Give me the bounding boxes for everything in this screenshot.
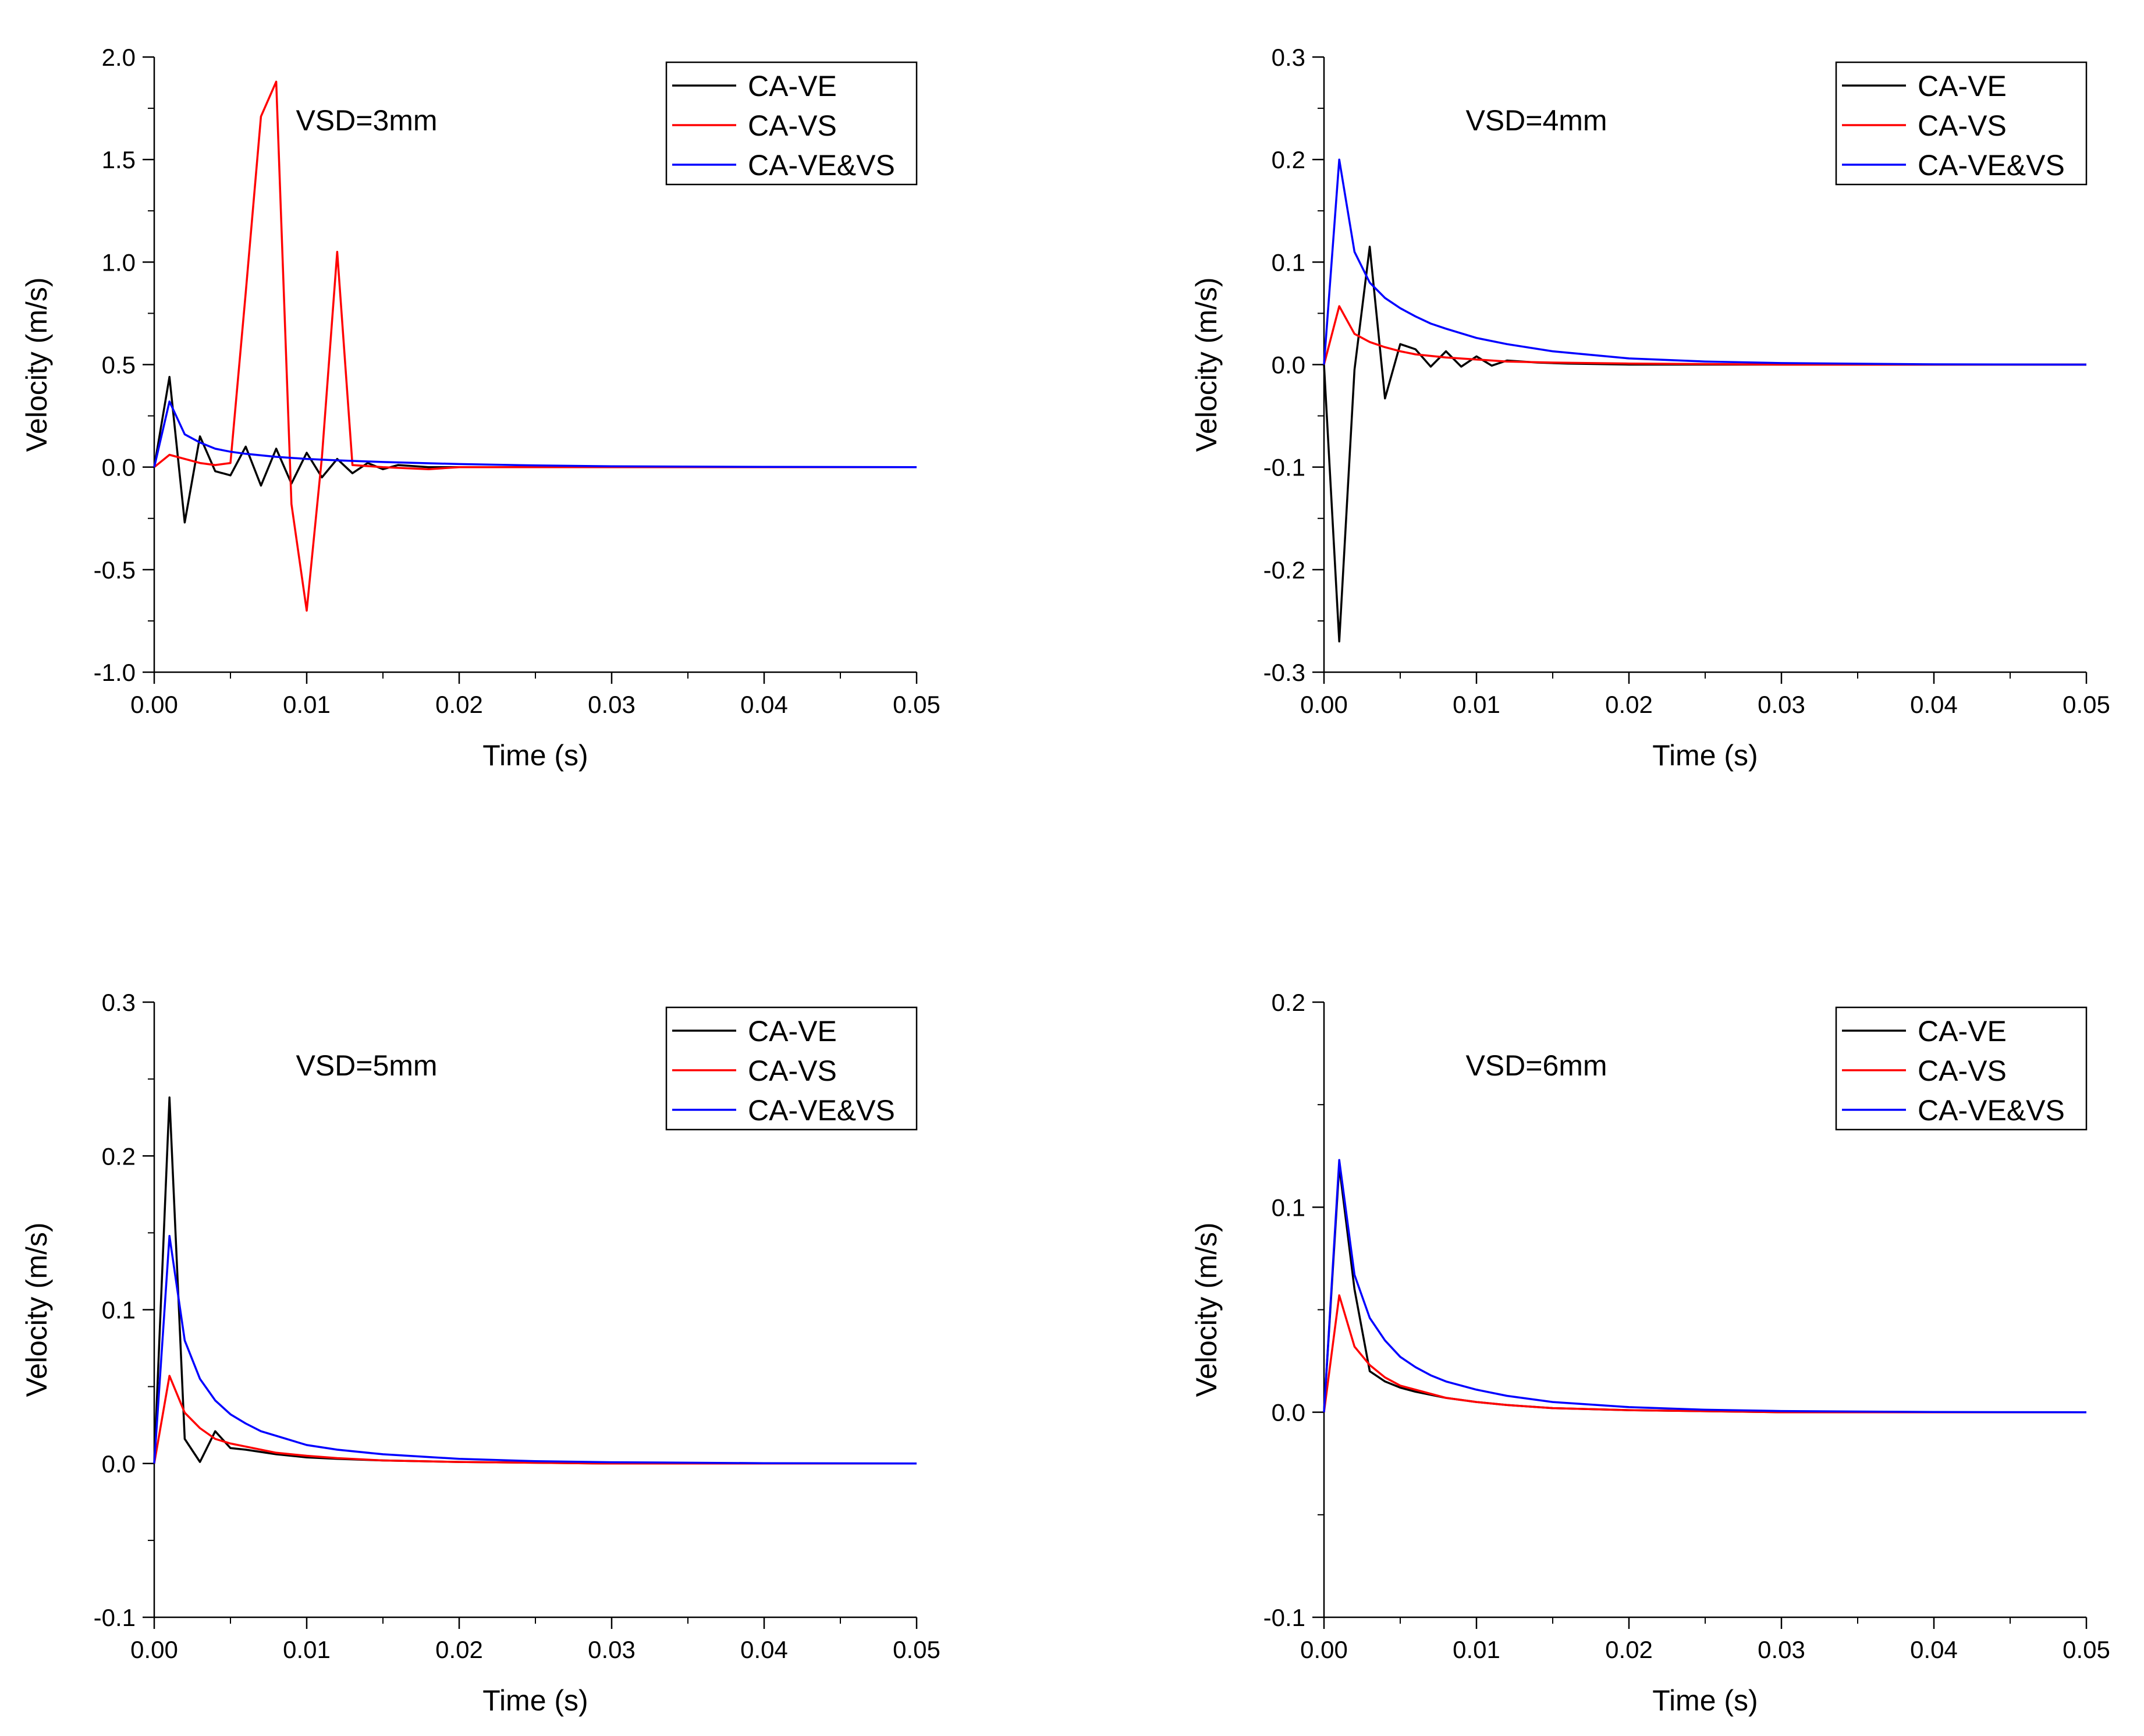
- x-tick-label: 0.02: [435, 691, 483, 718]
- y-tick-label: 1.0: [102, 248, 136, 276]
- panel-vsd-6mm: 0.00 0.01 0.02 0.03 0.04 0.05 -0.1 0.0 0.1 0.2 Tim…: [1190, 989, 2110, 1717]
- series-line-ca-ve: [1323, 246, 2086, 642]
- panel-annotation: VSD=4mm: [1465, 104, 1607, 137]
- legend-label: CA-VE&VS: [1918, 1094, 2065, 1127]
- series-line-ca-ve-vs: [153, 1234, 917, 1465]
- legend-label: CA-VE&VS: [748, 1094, 895, 1127]
- series-line-ca-vs: [153, 1375, 917, 1465]
- x-tick-label: 0.02: [435, 1636, 483, 1663]
- y-axis-label: Velocity (m/s): [1190, 1222, 1223, 1397]
- y-tick-label: 0.1: [1272, 1194, 1305, 1221]
- legend-label: CA-VE: [748, 1015, 837, 1048]
- series-line-ca-vs: [153, 80, 917, 612]
- y-axis-label: Velocity (m/s): [1190, 277, 1223, 452]
- x-axis-label: Time (s): [482, 739, 588, 772]
- y-tick-label: -0.1: [1263, 454, 1305, 481]
- series-line-ca-ve: [153, 375, 917, 524]
- y-tick-label: 0.0: [1272, 352, 1305, 379]
- x-axis-label: Time (s): [482, 1684, 588, 1717]
- x-tick-label: 0.04: [1910, 691, 1958, 718]
- y-tick-label: 0.0: [102, 1450, 136, 1478]
- y-tick-label: 0.2: [102, 1142, 136, 1170]
- y-tick-label: 0.0: [1272, 1399, 1305, 1426]
- x-tick-label: 0.03: [588, 1636, 636, 1663]
- series-line-ca-ve-vs: [1323, 158, 2087, 366]
- y-tick-label: 0.3: [102, 989, 136, 1016]
- y-tick-label: -0.1: [94, 1604, 136, 1631]
- x-axis-label: Time (s): [1652, 1684, 1758, 1717]
- panel-annotation: VSD=3mm: [296, 104, 437, 137]
- series-line-ca-ve-vs: [153, 400, 917, 468]
- x-tick-label: 0.02: [1605, 691, 1653, 718]
- x-tick-label: 0.04: [1910, 1636, 1958, 1663]
- y-axis-label: Velocity (m/s): [20, 277, 53, 452]
- legend-label: CA-VS: [1918, 1055, 2007, 1087]
- legend-label: CA-VS: [748, 109, 837, 142]
- y-tick-label: -0.2: [1263, 556, 1305, 584]
- y-axis-label: Velocity (m/s): [20, 1222, 53, 1397]
- legend-label: CA-VE: [1918, 1015, 2007, 1048]
- y-tick-label: 0.5: [102, 352, 136, 379]
- y-tick-label: -0.5: [94, 556, 136, 584]
- y-tick-label: 0.2: [1272, 146, 1305, 173]
- legend-label: CA-VE: [748, 70, 837, 102]
- panel-annotation: VSD=5mm: [296, 1049, 437, 1082]
- panel-vsd-5mm: 0.00 0.01 0.02 0.03 0.04 0.05 -0.1 0.0 0.1 0.2 0.3…: [20, 989, 940, 1717]
- x-tick-label: 0.00: [130, 1636, 178, 1663]
- legend-label: CA-VS: [1918, 109, 2007, 142]
- legend-label: CA-VE&VS: [1918, 149, 2065, 182]
- legend-label: CA-VS: [748, 1055, 837, 1087]
- series-line-ca-ve: [153, 1096, 917, 1465]
- x-tick-label: 0.01: [283, 1636, 331, 1663]
- x-tick-label: 0.05: [2063, 1636, 2110, 1663]
- x-tick-label: 0.05: [2063, 691, 2110, 718]
- y-tick-label: 0.1: [102, 1297, 136, 1324]
- x-tick-label: 0.04: [740, 1636, 788, 1663]
- x-axis-label: Time (s): [1652, 739, 1758, 772]
- y-tick-label: 2.0: [102, 44, 136, 71]
- x-tick-label: 0.05: [893, 691, 940, 718]
- x-tick-label: 0.00: [1300, 691, 1348, 718]
- y-tick-label: -0.1: [1263, 1604, 1305, 1631]
- x-tick-label: 0.00: [130, 691, 178, 718]
- y-tick-label: -0.3: [1263, 659, 1305, 686]
- legend-box: [665, 61, 918, 186]
- x-tick-label: 0.03: [1758, 691, 1805, 718]
- x-tick-label: 0.02: [1605, 1636, 1653, 1663]
- panel-vsd-4mm: 0.00 0.01 0.02 0.03 0.04 0.05 -0.3 -0.2 -0.1 0.0 0…: [1190, 44, 2110, 772]
- x-tick-label: 0.01: [1453, 1636, 1500, 1663]
- y-tick-label: -1.0: [94, 659, 136, 686]
- x-tick-label: 0.01: [1453, 691, 1500, 718]
- legend-label: CA-VE&VS: [748, 149, 895, 182]
- x-tick-label: 0.03: [1758, 1636, 1805, 1663]
- series-line-ca-vs: [1323, 305, 2086, 366]
- x-tick-label: 0.05: [893, 1636, 940, 1663]
- legend-label: CA-VE: [1918, 70, 2007, 102]
- panel-vsd-3mm: 0.00 0.01 0.02 0.03 0.04 0.05 -1.0 -0.5 0.0 0.5 1.…: [20, 44, 940, 772]
- x-tick-label: 0.00: [1300, 1636, 1348, 1663]
- series-line-ca-ve-vs: [1323, 1159, 2087, 1414]
- panel-annotation: VSD=6mm: [1465, 1049, 1607, 1082]
- x-tick-label: 0.01: [283, 691, 331, 718]
- y-tick-label: 0.1: [1272, 248, 1305, 276]
- series-line-ca-vs: [1323, 1294, 2086, 1414]
- series-line-ca-ve: [1323, 1165, 2086, 1414]
- y-tick-label: 0.2: [1272, 989, 1305, 1016]
- x-tick-label: 0.04: [740, 691, 788, 718]
- y-tick-label: 0.0: [102, 454, 136, 481]
- y-tick-label: 0.3: [1272, 44, 1305, 71]
- y-tick-label: 1.5: [102, 146, 136, 173]
- x-tick-label: 0.03: [588, 691, 636, 718]
